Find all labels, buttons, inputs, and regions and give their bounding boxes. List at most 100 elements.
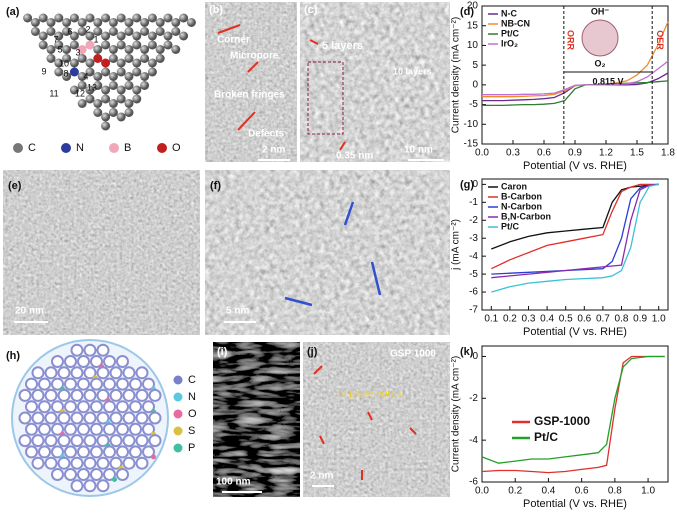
- y-axis-label: Current density (mA cm⁻²): [451, 17, 462, 133]
- atom: [179, 13, 189, 23]
- x-axis-label: Potential (V vs. RHE): [523, 326, 627, 338]
- atom: [54, 31, 64, 41]
- atom: [85, 94, 95, 104]
- pore: [122, 366, 136, 380]
- pore: [122, 411, 136, 425]
- atom: [85, 67, 95, 77]
- atom: [38, 13, 48, 23]
- pore: [109, 366, 123, 380]
- pore: [18, 434, 32, 448]
- x-axis-label: Potential (V vs. RHE): [523, 498, 627, 510]
- y-tick-label: -5: [469, 269, 478, 280]
- series-line: [482, 60, 669, 96]
- pore: [103, 468, 116, 481]
- pore: [64, 422, 77, 436]
- atom: [163, 13, 173, 23]
- atom: [147, 13, 157, 23]
- pore: [96, 479, 110, 493]
- atom: [140, 54, 150, 63]
- x-tick-label: 0.8: [615, 314, 629, 325]
- pore: [142, 445, 155, 459]
- x-tick-label: 0.8: [608, 486, 622, 497]
- pore: [103, 355, 116, 368]
- x-tick-label: 1.2: [599, 148, 613, 159]
- legend-label: IrO₂: [501, 38, 518, 48]
- atom: [93, 18, 103, 27]
- y-tick-label: 0: [472, 179, 478, 190]
- pore: [51, 422, 64, 436]
- atom: [140, 81, 150, 90]
- pore: [148, 388, 162, 402]
- pore: [57, 434, 71, 448]
- atom-number: 13: [87, 82, 97, 92]
- pore: [83, 411, 97, 425]
- atom: [46, 18, 56, 27]
- panel-label: (k): [460, 346, 474, 358]
- atom: [101, 112, 111, 122]
- pore: [122, 388, 136, 402]
- pore: [77, 355, 90, 368]
- pore: [31, 411, 45, 425]
- y-tick-label: -2: [469, 215, 478, 226]
- atom: [30, 18, 40, 27]
- atom-number: 8: [63, 68, 68, 78]
- series-line: [491, 183, 659, 279]
- pore: [64, 468, 77, 481]
- pore: [70, 456, 84, 470]
- annotation: OER: [655, 30, 665, 50]
- series-line: [481, 355, 665, 474]
- atom: [46, 45, 56, 54]
- annotation: OH⁻: [591, 6, 610, 16]
- panel-label: (b): [209, 4, 223, 16]
- atom: [46, 27, 56, 36]
- legend-dot: [173, 443, 183, 453]
- atom: [116, 40, 126, 50]
- atom: [108, 81, 118, 90]
- atom: [93, 45, 103, 54]
- atom: [30, 27, 40, 36]
- legend-label: C: [28, 142, 36, 154]
- legend-atom: [61, 143, 71, 153]
- atom: [124, 99, 134, 108]
- atom-number: 6: [67, 26, 72, 36]
- atom: [132, 31, 142, 41]
- atom: [108, 18, 118, 27]
- legend-label: N: [76, 142, 84, 154]
- tem-image: [3, 170, 200, 335]
- pore: [142, 377, 155, 391]
- pore: [77, 422, 90, 436]
- atom: [101, 67, 111, 77]
- panel-label: (h): [6, 350, 20, 362]
- pore: [135, 456, 149, 470]
- y-tick-label: 5: [472, 60, 478, 71]
- atom: [171, 18, 181, 27]
- atom-number: 11: [49, 88, 58, 98]
- annotation: ORR: [565, 30, 575, 51]
- atom: [101, 13, 111, 23]
- pore: [44, 456, 58, 470]
- series-line: [491, 183, 659, 293]
- atom: [85, 58, 95, 68]
- pore: [70, 388, 84, 402]
- atom: [38, 40, 48, 50]
- pore: [25, 377, 38, 391]
- atom: [77, 81, 87, 90]
- legend-label: P: [188, 442, 195, 454]
- pore: [122, 434, 136, 448]
- pore: [116, 445, 129, 459]
- atom: [132, 85, 142, 95]
- atom: [163, 31, 173, 41]
- y-tick-label: 10: [467, 40, 479, 51]
- pore: [129, 445, 142, 459]
- atom: [147, 31, 157, 41]
- panel-label: (e): [8, 180, 22, 192]
- y-tick-label: -15: [464, 139, 479, 150]
- panel-label: (j): [307, 346, 318, 358]
- series-line: [491, 183, 659, 270]
- plot-frame: [481, 178, 669, 311]
- pore: [103, 422, 116, 436]
- atom: [101, 85, 111, 95]
- pore: [51, 468, 64, 481]
- panel-c: (c) 5 layers 10 layers 0.35 nm 10 nm: [300, 2, 450, 162]
